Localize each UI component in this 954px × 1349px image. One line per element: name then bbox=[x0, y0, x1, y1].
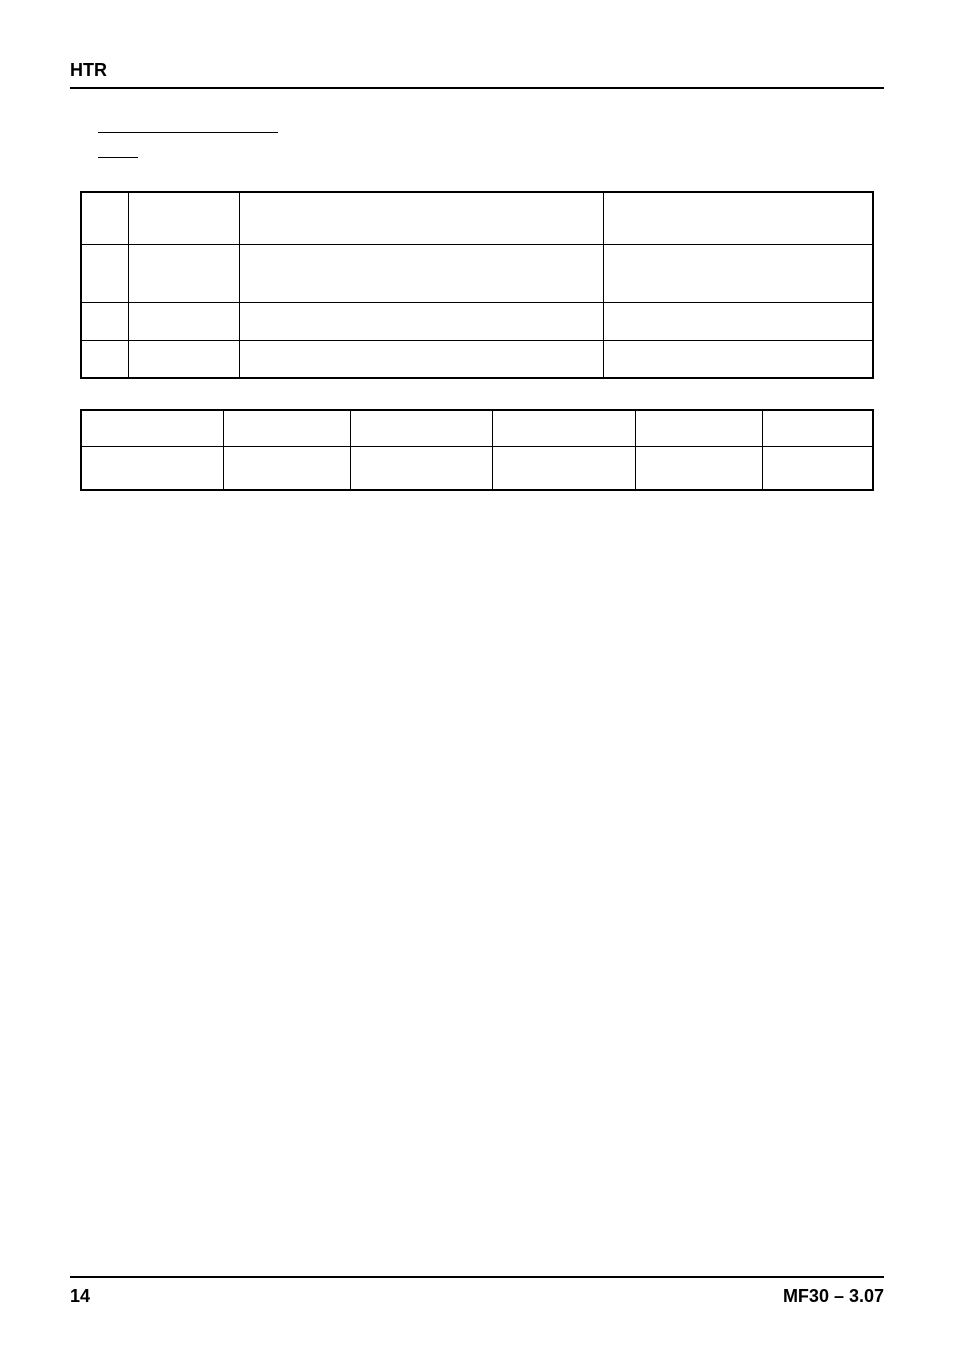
section-heading-block bbox=[70, 119, 884, 163]
page-header-label: HTR bbox=[70, 60, 884, 81]
table1-row bbox=[81, 244, 873, 302]
table-2 bbox=[80, 409, 874, 491]
doc-code: MF30 – 3.07 bbox=[783, 1286, 884, 1307]
table1-cell bbox=[129, 244, 240, 302]
table1-cell bbox=[239, 340, 603, 378]
table2-cell bbox=[635, 446, 762, 490]
table1-row bbox=[81, 192, 873, 244]
section-title-underline bbox=[98, 119, 278, 133]
table1-cell bbox=[81, 244, 129, 302]
table1-row bbox=[81, 302, 873, 340]
table1-cell bbox=[604, 340, 873, 378]
table2-cell bbox=[350, 446, 493, 490]
section-sub-underline bbox=[98, 144, 138, 158]
table1-cell bbox=[129, 302, 240, 340]
table2-row bbox=[81, 446, 873, 490]
table-1 bbox=[80, 191, 874, 379]
table2-cell bbox=[635, 410, 762, 446]
table2-cell bbox=[81, 446, 224, 490]
table2-cell bbox=[81, 410, 224, 446]
table2-cell bbox=[762, 410, 873, 446]
page-footer: 14 MF30 – 3.07 bbox=[70, 1276, 884, 1307]
table1-cell bbox=[129, 340, 240, 378]
table2-cell bbox=[224, 446, 351, 490]
footer-rule bbox=[70, 1276, 884, 1278]
table2-cell bbox=[350, 410, 493, 446]
page-container: HTR 14 MF30 – 3.07 bbox=[0, 0, 954, 1349]
table1-cell bbox=[604, 192, 873, 244]
table1-cell bbox=[81, 302, 129, 340]
table2-row bbox=[81, 410, 873, 446]
table2-cell bbox=[493, 410, 636, 446]
table1-wrapper bbox=[80, 191, 874, 491]
table2-cell bbox=[224, 410, 351, 446]
table1-cell bbox=[81, 192, 129, 244]
footer-row: 14 MF30 – 3.07 bbox=[70, 1286, 884, 1307]
table2-cell bbox=[762, 446, 873, 490]
table1-cell bbox=[604, 244, 873, 302]
table1-cell bbox=[239, 302, 603, 340]
header-rule bbox=[70, 87, 884, 89]
table1-cell bbox=[604, 302, 873, 340]
page-number: 14 bbox=[70, 1286, 90, 1307]
table1-cell bbox=[239, 244, 603, 302]
table1-cell bbox=[129, 192, 240, 244]
table2-cell bbox=[493, 446, 636, 490]
table1-cell bbox=[81, 340, 129, 378]
table1-cell bbox=[239, 192, 603, 244]
table1-row bbox=[81, 340, 873, 378]
